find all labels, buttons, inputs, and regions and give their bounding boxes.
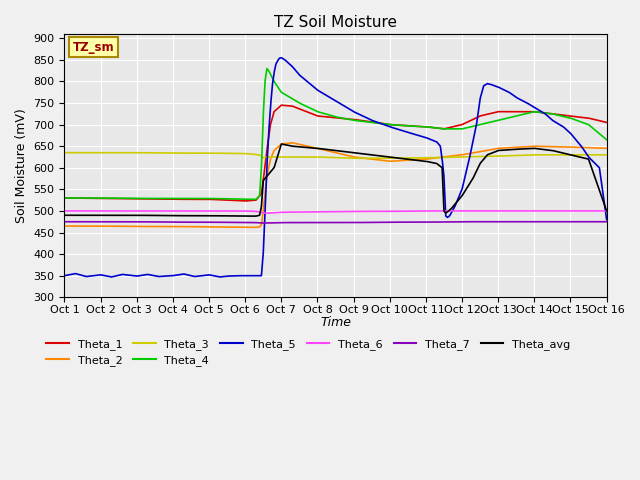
Theta_avg (122, 212, 130, 218)
Theta_4 (122, 195, 130, 201)
Theta_3 (534, 152, 541, 158)
Theta_5 (155, 274, 163, 279)
Theta_5 (108, 274, 115, 280)
Theta_6 (61, 208, 68, 214)
X-axis label: Time: Time (320, 316, 351, 329)
Theta_3 (592, 152, 600, 158)
Theta_2 (155, 224, 163, 229)
Line: Theta_5: Theta_5 (65, 58, 607, 277)
Theta_3 (61, 150, 68, 156)
Theta_1 (593, 117, 600, 123)
Theta_3 (350, 156, 358, 161)
Theta_3 (269, 154, 276, 160)
Title: TZ Soil Moisture: TZ Soil Moisture (274, 15, 397, 30)
Line: Theta_3: Theta_3 (65, 153, 607, 158)
Theta_6 (155, 208, 163, 214)
Theta_4 (292, 98, 300, 104)
Line: Theta_2: Theta_2 (65, 143, 607, 228)
Legend: Theta_1, Theta_2, Theta_3, Theta_4, Theta_5, Theta_6, Theta_7, Theta_avg: Theta_1, Theta_2, Theta_3, Theta_4, Thet… (42, 335, 575, 371)
Theta_7 (155, 219, 163, 225)
Y-axis label: Soil Moisture (mV): Soil Moisture (mV) (15, 108, 28, 223)
Theta_7 (122, 219, 130, 225)
Theta_avg (534, 146, 542, 152)
Theta_6 (603, 208, 611, 214)
Theta_3 (122, 150, 130, 156)
Theta_2 (122, 224, 130, 229)
Theta_avg (603, 208, 611, 214)
Theta_5 (277, 55, 285, 60)
Theta_4 (593, 128, 600, 134)
Theta_6 (534, 208, 541, 214)
Theta_7 (258, 220, 266, 226)
Theta_2 (61, 223, 68, 229)
Theta_1 (61, 195, 68, 201)
Theta_2 (288, 140, 296, 145)
Theta_1 (241, 198, 249, 204)
Theta_5 (269, 81, 276, 87)
Theta_5 (603, 216, 611, 222)
Theta_1 (122, 196, 130, 202)
Theta_1 (603, 120, 611, 125)
Theta_4 (155, 195, 163, 201)
Theta_7 (534, 219, 541, 225)
Theta_5 (593, 162, 600, 168)
Theta_avg (61, 212, 68, 218)
Theta_5 (292, 68, 300, 74)
Theta_7 (292, 220, 300, 226)
Theta_4 (263, 66, 271, 72)
Theta_5 (534, 107, 542, 112)
Theta_4 (241, 196, 249, 202)
Theta_6 (592, 208, 600, 214)
Theta_7 (603, 219, 611, 225)
Theta_5 (61, 273, 68, 278)
Theta_4 (61, 195, 68, 201)
Theta_3 (603, 152, 611, 158)
Theta_7 (269, 220, 276, 226)
Theta_avg (241, 213, 249, 219)
Theta_4 (269, 76, 276, 82)
Theta_avg (155, 213, 163, 218)
Theta_7 (592, 219, 600, 225)
Theta_1 (534, 109, 542, 115)
Theta_6 (292, 209, 300, 215)
Theta_7 (61, 219, 68, 225)
Theta_2 (593, 145, 600, 151)
Line: Theta_6: Theta_6 (65, 211, 607, 213)
Theta_4 (603, 137, 611, 143)
Theta_avg (278, 141, 285, 147)
Theta_2 (534, 144, 542, 149)
Theta_6 (122, 208, 130, 214)
Line: Theta_avg: Theta_avg (65, 144, 607, 216)
Theta_1 (155, 196, 163, 202)
Line: Theta_7: Theta_7 (65, 222, 607, 223)
Theta_3 (292, 154, 300, 160)
Theta_2 (603, 145, 611, 151)
Theta_avg (292, 144, 300, 149)
Theta_avg (269, 167, 276, 172)
Theta_6 (259, 210, 267, 216)
Text: TZ_sm: TZ_sm (72, 40, 114, 54)
Theta_3 (155, 150, 163, 156)
Theta_2 (269, 151, 276, 157)
Line: Theta_1: Theta_1 (65, 105, 607, 201)
Theta_5 (123, 272, 131, 278)
Theta_2 (292, 141, 300, 146)
Theta_1 (292, 105, 300, 110)
Theta_4 (534, 109, 542, 115)
Theta_1 (278, 102, 285, 108)
Theta_6 (269, 210, 276, 216)
Line: Theta_4: Theta_4 (65, 69, 607, 199)
Theta_2 (234, 225, 242, 230)
Theta_avg (593, 179, 600, 184)
Theta_1 (269, 114, 276, 120)
